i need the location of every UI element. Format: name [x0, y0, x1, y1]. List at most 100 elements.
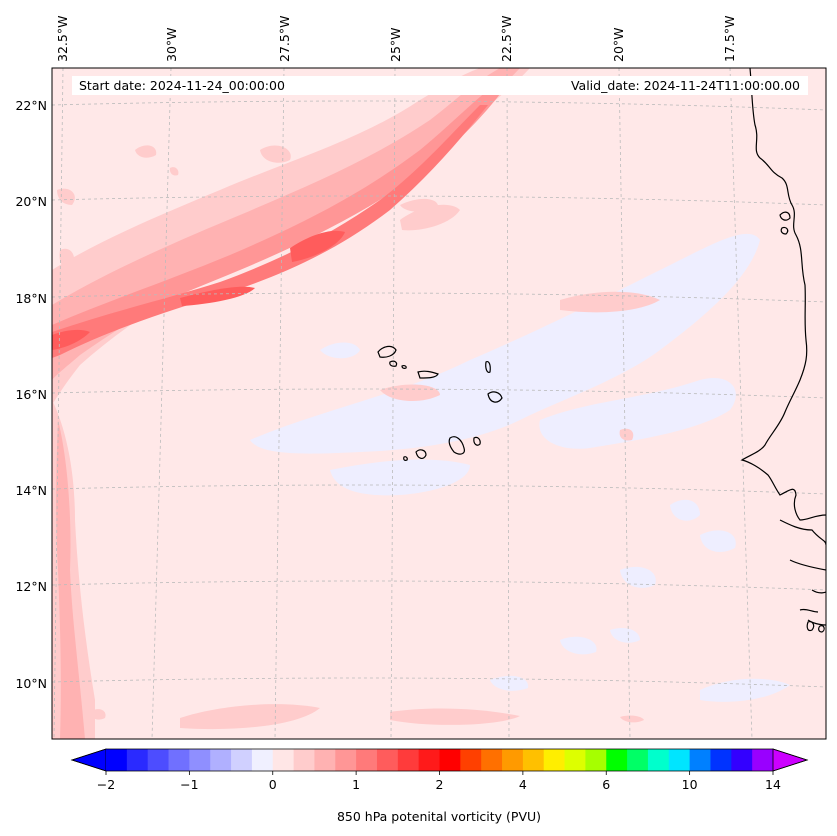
colorbar-tick-label: 14 [765, 777, 781, 792]
colorbar-cell [418, 749, 440, 771]
colorbar-outline [70, 748, 809, 772]
lat-label: 14°N [15, 483, 47, 498]
colorbar-cell [564, 749, 586, 771]
colorbar-cell [668, 749, 691, 771]
header-box [72, 76, 808, 95]
lat-label: 22°N [15, 98, 47, 113]
colorbar-cell [627, 749, 649, 771]
colorbar-cell [752, 749, 774, 771]
colorbar-tick-label: 2 [436, 777, 444, 792]
map-frame [51, 67, 827, 740]
colorbar-cell [502, 749, 524, 771]
colorbar-cell [376, 749, 399, 771]
pv-band-strong [52, 80, 510, 358]
pv-band-peak-3 [52, 329, 90, 350]
gridlines [52, 68, 826, 739]
bijagos-islands [806, 620, 825, 633]
colorbar-tick-label: −1 [180, 777, 198, 792]
colorbar-cell [710, 749, 732, 771]
pv-band-peak [290, 230, 345, 262]
colorbar-cell [397, 749, 420, 771]
lat-label: 16°N [15, 387, 47, 402]
colorbar-ticks: −2 −1 0 1 2 4 6 10 14 [97, 771, 781, 792]
gridline-lat [52, 292, 826, 303]
gridline-lon [390, 68, 396, 739]
lat-label: 18°N [15, 291, 47, 306]
island-santa-luzia [401, 365, 407, 369]
minor-pv-patches [57, 145, 660, 730]
valid-date-label: Valid_date: 2024-11-24T11:00:00.00 [571, 78, 800, 93]
longitude-labels: 32.5°W 30°W 27.5°W 25°W 22.5°W 20°W 17.5… [55, 16, 737, 62]
gridline-lat [52, 580, 826, 591]
pv-band-core [52, 105, 488, 358]
lon-label: 30°W [164, 27, 179, 62]
island-sao-nicolau [417, 370, 439, 379]
colorbar-tick-label: 0 [269, 777, 277, 792]
gridline-lon [151, 68, 172, 739]
gridline-lat [52, 100, 826, 111]
colorbar-cell [439, 749, 461, 771]
colorbar-cell [272, 749, 295, 771]
colorbar-cell [210, 749, 232, 771]
lon-label: 32.5°W [55, 16, 70, 62]
gridline-lat [52, 388, 826, 399]
lon-label: 27.5°W [277, 16, 292, 62]
gridline-lon [53, 68, 64, 739]
pv-band-mid [52, 68, 520, 380]
colorbar-cell [251, 749, 274, 771]
pv-band-mid-tail [56, 420, 85, 739]
island-santiago [448, 436, 465, 455]
island-sao-vicente [389, 360, 398, 367]
colorbar-cell [168, 749, 190, 771]
colorbar-cell [126, 749, 149, 771]
colorbar-tick-label: 10 [682, 777, 698, 792]
gridline-lon [618, 68, 631, 739]
island-boa-vista [487, 391, 503, 403]
canary-coast-feature [779, 211, 791, 235]
colorbar: −2 −1 0 1 2 4 6 10 14 850 hPa potenital vorticit… [70, 748, 809, 824]
colorbar-tick-label: −2 [97, 777, 115, 792]
colorbar-cell [647, 749, 670, 771]
pv-field [52, 68, 826, 739]
island-fogo [415, 449, 427, 459]
cape-verde-islands [377, 345, 503, 461]
coastlines [740, 68, 826, 633]
gridline-lon [274, 68, 285, 739]
colorbar-cell [543, 749, 566, 771]
colorbar-cell [585, 749, 607, 771]
negative-pv-patches [250, 233, 790, 702]
gridline-lon [506, 68, 510, 739]
colorbar-tick-label: 4 [519, 777, 527, 792]
island-brava [403, 456, 408, 461]
colorbar-cell [689, 749, 711, 771]
colorbar-cell [606, 749, 628, 771]
gridline-lat [52, 195, 826, 206]
colorbar-cell [106, 749, 128, 771]
colorbar-cell [481, 749, 503, 771]
colorbar-cell [460, 749, 482, 771]
colorbar-cell [522, 749, 545, 771]
lat-label: 20°N [15, 194, 47, 209]
gridline-lat [52, 677, 826, 688]
lon-label: 25°W [388, 27, 403, 62]
latitude-labels: 22°N 20°N 18°N 16°N 14°N 12°N 10°N [15, 98, 47, 691]
colorbar-cell [314, 749, 336, 771]
lat-label: 12°N [15, 579, 47, 594]
colorbar-tick-label: 6 [602, 777, 610, 792]
colorbar-extend-min [70, 748, 107, 772]
start-date-label: Start date: 2024-11-24_00:00:00 [79, 78, 285, 93]
colorbar-cell [231, 749, 253, 771]
colorbar-tick-label: 1 [352, 777, 360, 792]
island-sal [485, 360, 491, 373]
island-santo-antao [377, 345, 397, 358]
colorbar-label: 850 hPa potenital vorticity (PVU) [337, 809, 541, 824]
colorbar-cells [106, 749, 774, 771]
colorbar-cell [147, 749, 170, 771]
island-maio [473, 436, 481, 446]
colorbar-cell [293, 749, 315, 771]
gridline-lon [729, 68, 753, 739]
colorbar-cell [335, 749, 357, 771]
colorbar-cell [189, 749, 211, 771]
lon-label: 17.5°W [722, 16, 737, 62]
